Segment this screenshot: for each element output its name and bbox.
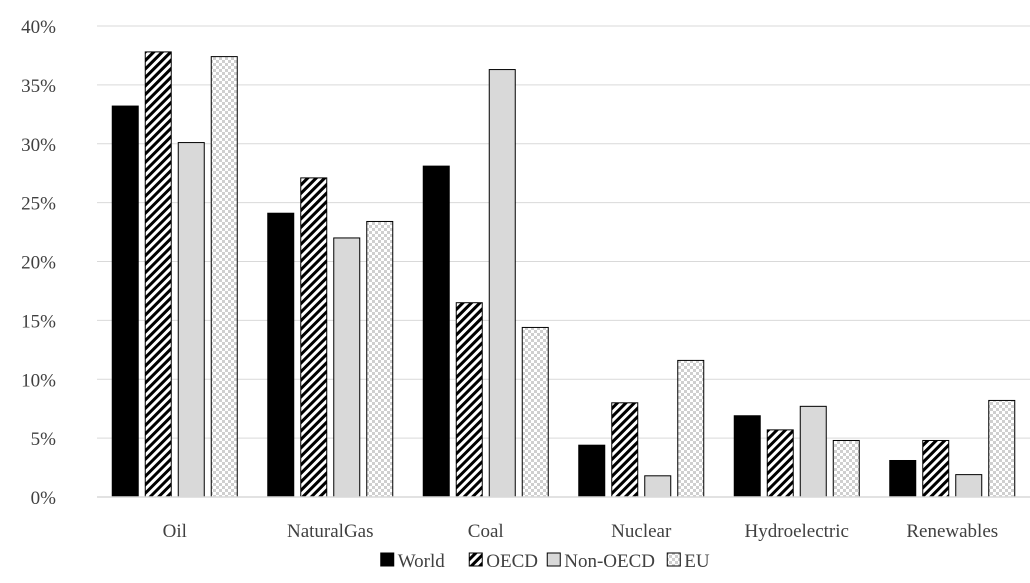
bar-eu-coal bbox=[521, 326, 549, 498]
bar-eu-nuclear bbox=[677, 359, 705, 498]
x-tick-label: Nuclear bbox=[611, 521, 672, 542]
x-tick-label: Coal bbox=[468, 521, 504, 542]
x-tick-label: Hydroelectric bbox=[745, 521, 849, 542]
legend-swatch-world bbox=[380, 552, 395, 567]
x-tick-label: Oil bbox=[163, 521, 187, 542]
bar-eu-hydroelectric bbox=[832, 439, 860, 498]
bar-eu-renewables bbox=[988, 399, 1016, 498]
legend-label: World bbox=[398, 551, 446, 572]
bar-non-oecd-naturalgas bbox=[333, 237, 361, 498]
y-tick-label: 5% bbox=[31, 429, 57, 450]
legend-swatch-eu bbox=[666, 552, 681, 567]
x-tick-label: NaturalGas bbox=[287, 521, 374, 542]
bar-world-coal bbox=[422, 165, 450, 498]
y-tick-label: 20% bbox=[21, 253, 56, 274]
legend-swatch-non-oecd bbox=[546, 552, 561, 567]
bar-world-nuclear bbox=[578, 444, 606, 498]
bar-world-oil bbox=[111, 105, 139, 498]
bar-non-oecd-nuclear bbox=[644, 475, 672, 498]
y-tick-label: 30% bbox=[21, 135, 56, 156]
bar-world-renewables bbox=[889, 459, 917, 498]
gridlines bbox=[97, 25, 1030, 439]
y-tick-label: 15% bbox=[21, 311, 56, 332]
bar-non-oecd-hydroelectric bbox=[799, 405, 827, 498]
y-tick-label: 10% bbox=[21, 370, 56, 391]
bar-non-oecd-coal bbox=[488, 69, 516, 498]
bar-non-oecd-oil bbox=[177, 142, 205, 498]
legend-label: Non-OECD bbox=[564, 551, 655, 572]
bar-oecd-hydroelectric bbox=[766, 429, 794, 498]
bar-oecd-renewables bbox=[922, 439, 950, 498]
y-tick-label: 40% bbox=[21, 17, 56, 38]
y-tick-label: 0% bbox=[31, 488, 57, 509]
y-tick-label: 25% bbox=[21, 194, 56, 215]
bar-world-hydroelectric bbox=[733, 415, 761, 498]
legend: World OECD Non-OECD EU bbox=[380, 551, 710, 572]
bar-oecd-nuclear bbox=[611, 402, 639, 498]
bar-oecd-naturalgas bbox=[300, 177, 328, 498]
legend-label: OECD bbox=[486, 551, 538, 572]
bar-world-naturalgas bbox=[267, 212, 295, 498]
x-tick-label: Renewables bbox=[906, 521, 998, 542]
axes: 0% 5% 10% 15% 20% 25% 30% 35% 40% Oil NaturalGas Co… bbox=[21, 17, 1030, 542]
legend-swatch-oecd bbox=[468, 552, 483, 567]
bar-non-oecd-renewables bbox=[955, 474, 983, 498]
bar-oecd-coal bbox=[455, 302, 483, 498]
bar-eu-naturalgas bbox=[366, 220, 394, 498]
bar-eu-oil bbox=[210, 56, 238, 498]
bar-oecd-oil bbox=[144, 51, 172, 498]
bars bbox=[111, 51, 1016, 498]
y-tick-label: 35% bbox=[21, 76, 56, 97]
legend-label: EU bbox=[684, 551, 710, 572]
